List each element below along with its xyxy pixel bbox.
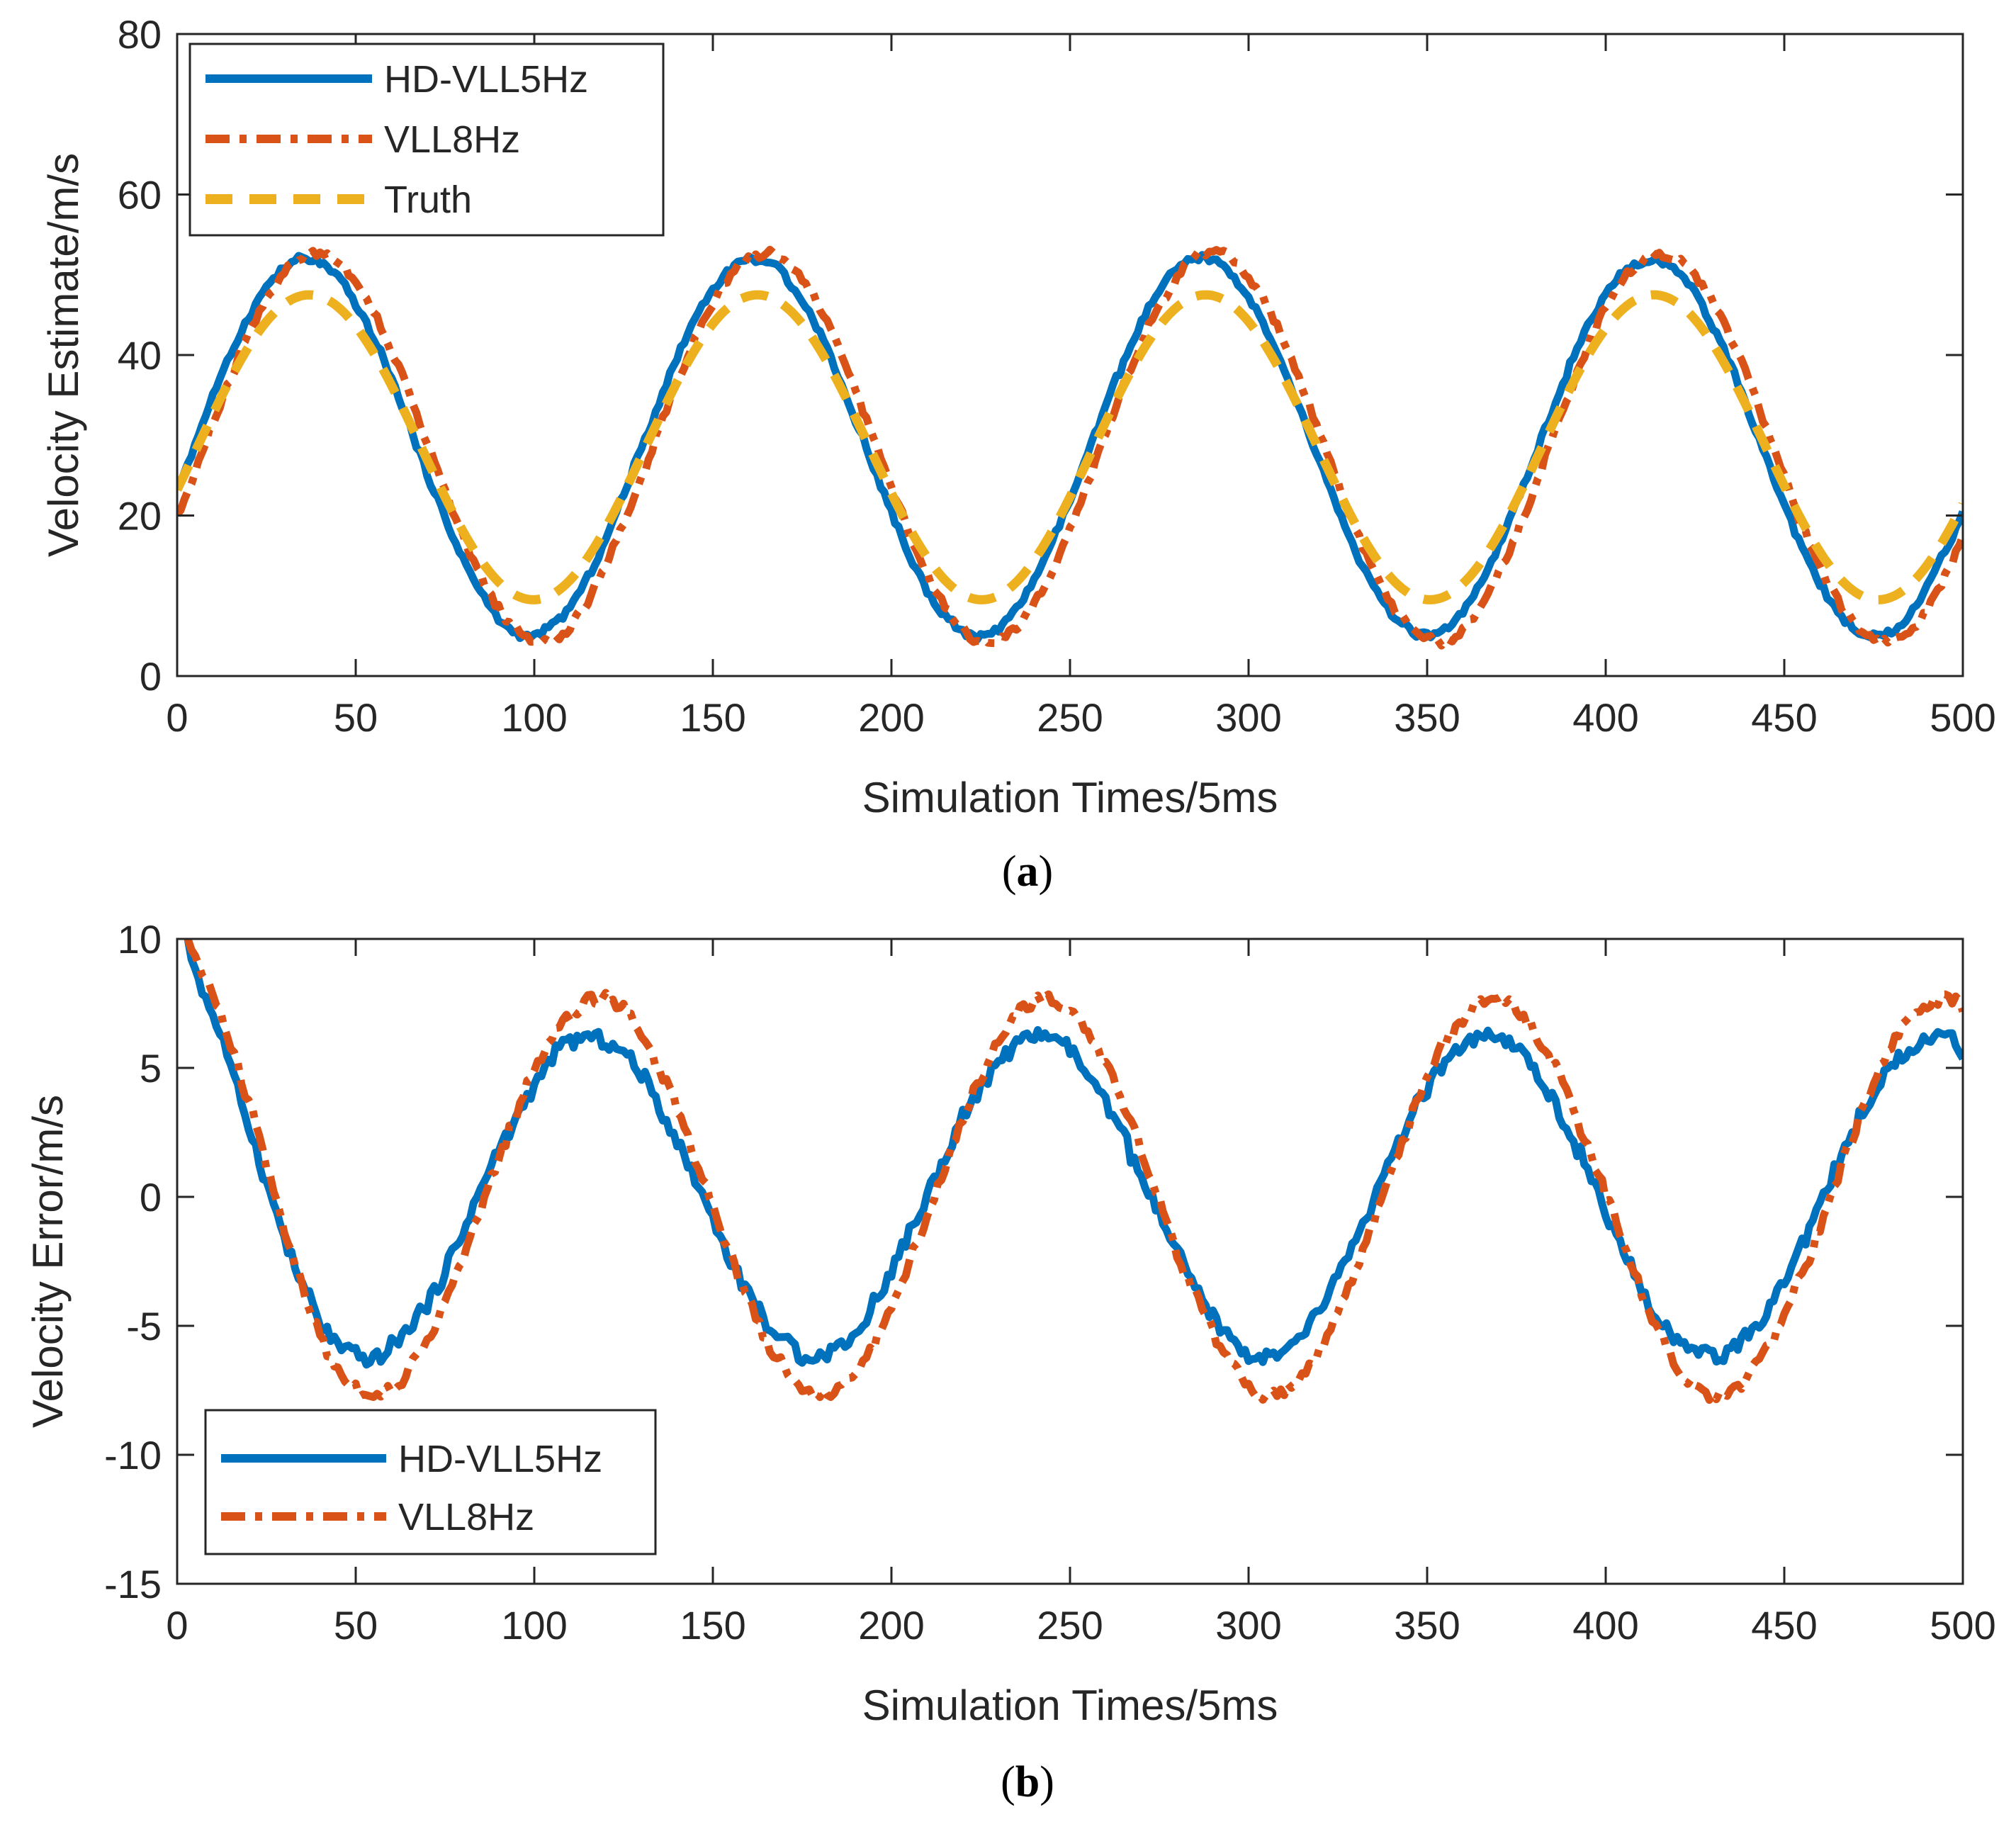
y-tick-label: -15 xyxy=(104,1562,162,1606)
x-tick-label: 100 xyxy=(501,1603,567,1648)
x-tick-label: 250 xyxy=(1037,695,1103,740)
panel-b-y-ticks: -15 -10 -5 0 5 10 xyxy=(104,917,1963,1606)
x-tick-label: 150 xyxy=(680,695,745,740)
y-tick-label: -10 xyxy=(104,1433,162,1477)
x-tick-label: 500 xyxy=(1930,695,1995,740)
legend-a-label-0: HD-VLL5Hz xyxy=(384,58,588,101)
panel-b-y-axis-label: Velocity Error/m/s xyxy=(24,1095,72,1428)
y-tick-label: 0 xyxy=(140,654,162,699)
panel-a-y-axis-label: Velocity Estimate/m/s xyxy=(40,153,87,557)
series-line-truth xyxy=(177,290,1963,604)
panel-a-caption-letter: a xyxy=(1017,848,1039,896)
x-tick-label: 350 xyxy=(1394,695,1460,740)
series-line-vll8hz xyxy=(184,939,1963,1404)
x-tick-label: 100 xyxy=(501,695,567,740)
legend-b-label-0: HD-VLL5Hz xyxy=(398,1438,602,1480)
x-tick-label: 250 xyxy=(1037,1603,1103,1648)
y-tick-label: 60 xyxy=(118,173,162,218)
y-tick-label: 5 xyxy=(140,1046,162,1091)
panel-b-caption-letter: b xyxy=(1015,1758,1040,1806)
x-tick-label: 450 xyxy=(1751,1603,1817,1648)
x-tick-label: 0 xyxy=(166,1603,188,1648)
y-tick-label: 0 xyxy=(140,1175,162,1220)
panel-b-x-axis-label: Simulation Times/5ms xyxy=(862,1682,1278,1729)
x-tick-label: 300 xyxy=(1215,1603,1281,1648)
x-tick-label: 400 xyxy=(1572,695,1638,740)
panel-a-chart: 0 50 100 150 200 250 300 350 400 450 500 0 20 40 60 80… xyxy=(40,12,1996,896)
legend-b-label-1: VLL8Hz xyxy=(398,1496,534,1538)
x-tick-label: 150 xyxy=(680,1603,745,1648)
y-tick-label: 40 xyxy=(118,333,162,378)
series-line-hd-vll5hz xyxy=(184,939,1963,1369)
legend-a-label-1: VLL8Hz xyxy=(384,118,520,161)
panel-b-series-group xyxy=(184,939,1963,1404)
y-tick-label: 80 xyxy=(118,12,162,57)
x-tick-label: 500 xyxy=(1930,1603,1995,1648)
x-tick-label: 200 xyxy=(858,1603,924,1648)
y-tick-label: 10 xyxy=(118,917,162,962)
x-tick-label: 350 xyxy=(1394,1603,1460,1648)
x-tick-label: 300 xyxy=(1215,695,1281,740)
series-line-vll8hz xyxy=(177,245,1963,650)
x-tick-label: 400 xyxy=(1572,1603,1638,1648)
panel-b-legend-box xyxy=(204,1409,657,1555)
panel-a-x-ticks: 0 50 100 150 200 250 300 350 400 450 500 xyxy=(166,34,1996,740)
panel-a-series-group xyxy=(177,245,1963,650)
x-tick-label: 50 xyxy=(334,695,378,740)
x-tick-label: 0 xyxy=(166,695,188,740)
panel-a-y-ticks: 0 20 40 60 80 xyxy=(118,12,1963,699)
y-tick-label: -5 xyxy=(126,1304,162,1349)
x-tick-label: 450 xyxy=(1751,695,1817,740)
panel-b-legend: HD-VLL5Hz VLL8Hz xyxy=(204,1409,657,1555)
x-tick-label: 200 xyxy=(858,695,924,740)
panel-a-caption: (a) xyxy=(1002,848,1053,896)
panel-b-caption: (b) xyxy=(1001,1758,1054,1806)
y-tick-label: 20 xyxy=(118,494,162,539)
panel-a-x-axis-label: Simulation Times/5ms xyxy=(862,774,1278,821)
panel-b-chart: 0 50 100 150 200 250 300 350 400 450 500 -15-10-50… xyxy=(24,917,1996,1806)
panel-a-legend: HD-VLL5Hz VLL8Hz Truth xyxy=(188,43,665,237)
legend-a-label-2: Truth xyxy=(384,179,472,221)
panel-b-x-ticks: 0 50 100 150 200 250 300 350 400 450 500 xyxy=(166,939,1996,1648)
x-tick-label: 50 xyxy=(334,1603,378,1648)
